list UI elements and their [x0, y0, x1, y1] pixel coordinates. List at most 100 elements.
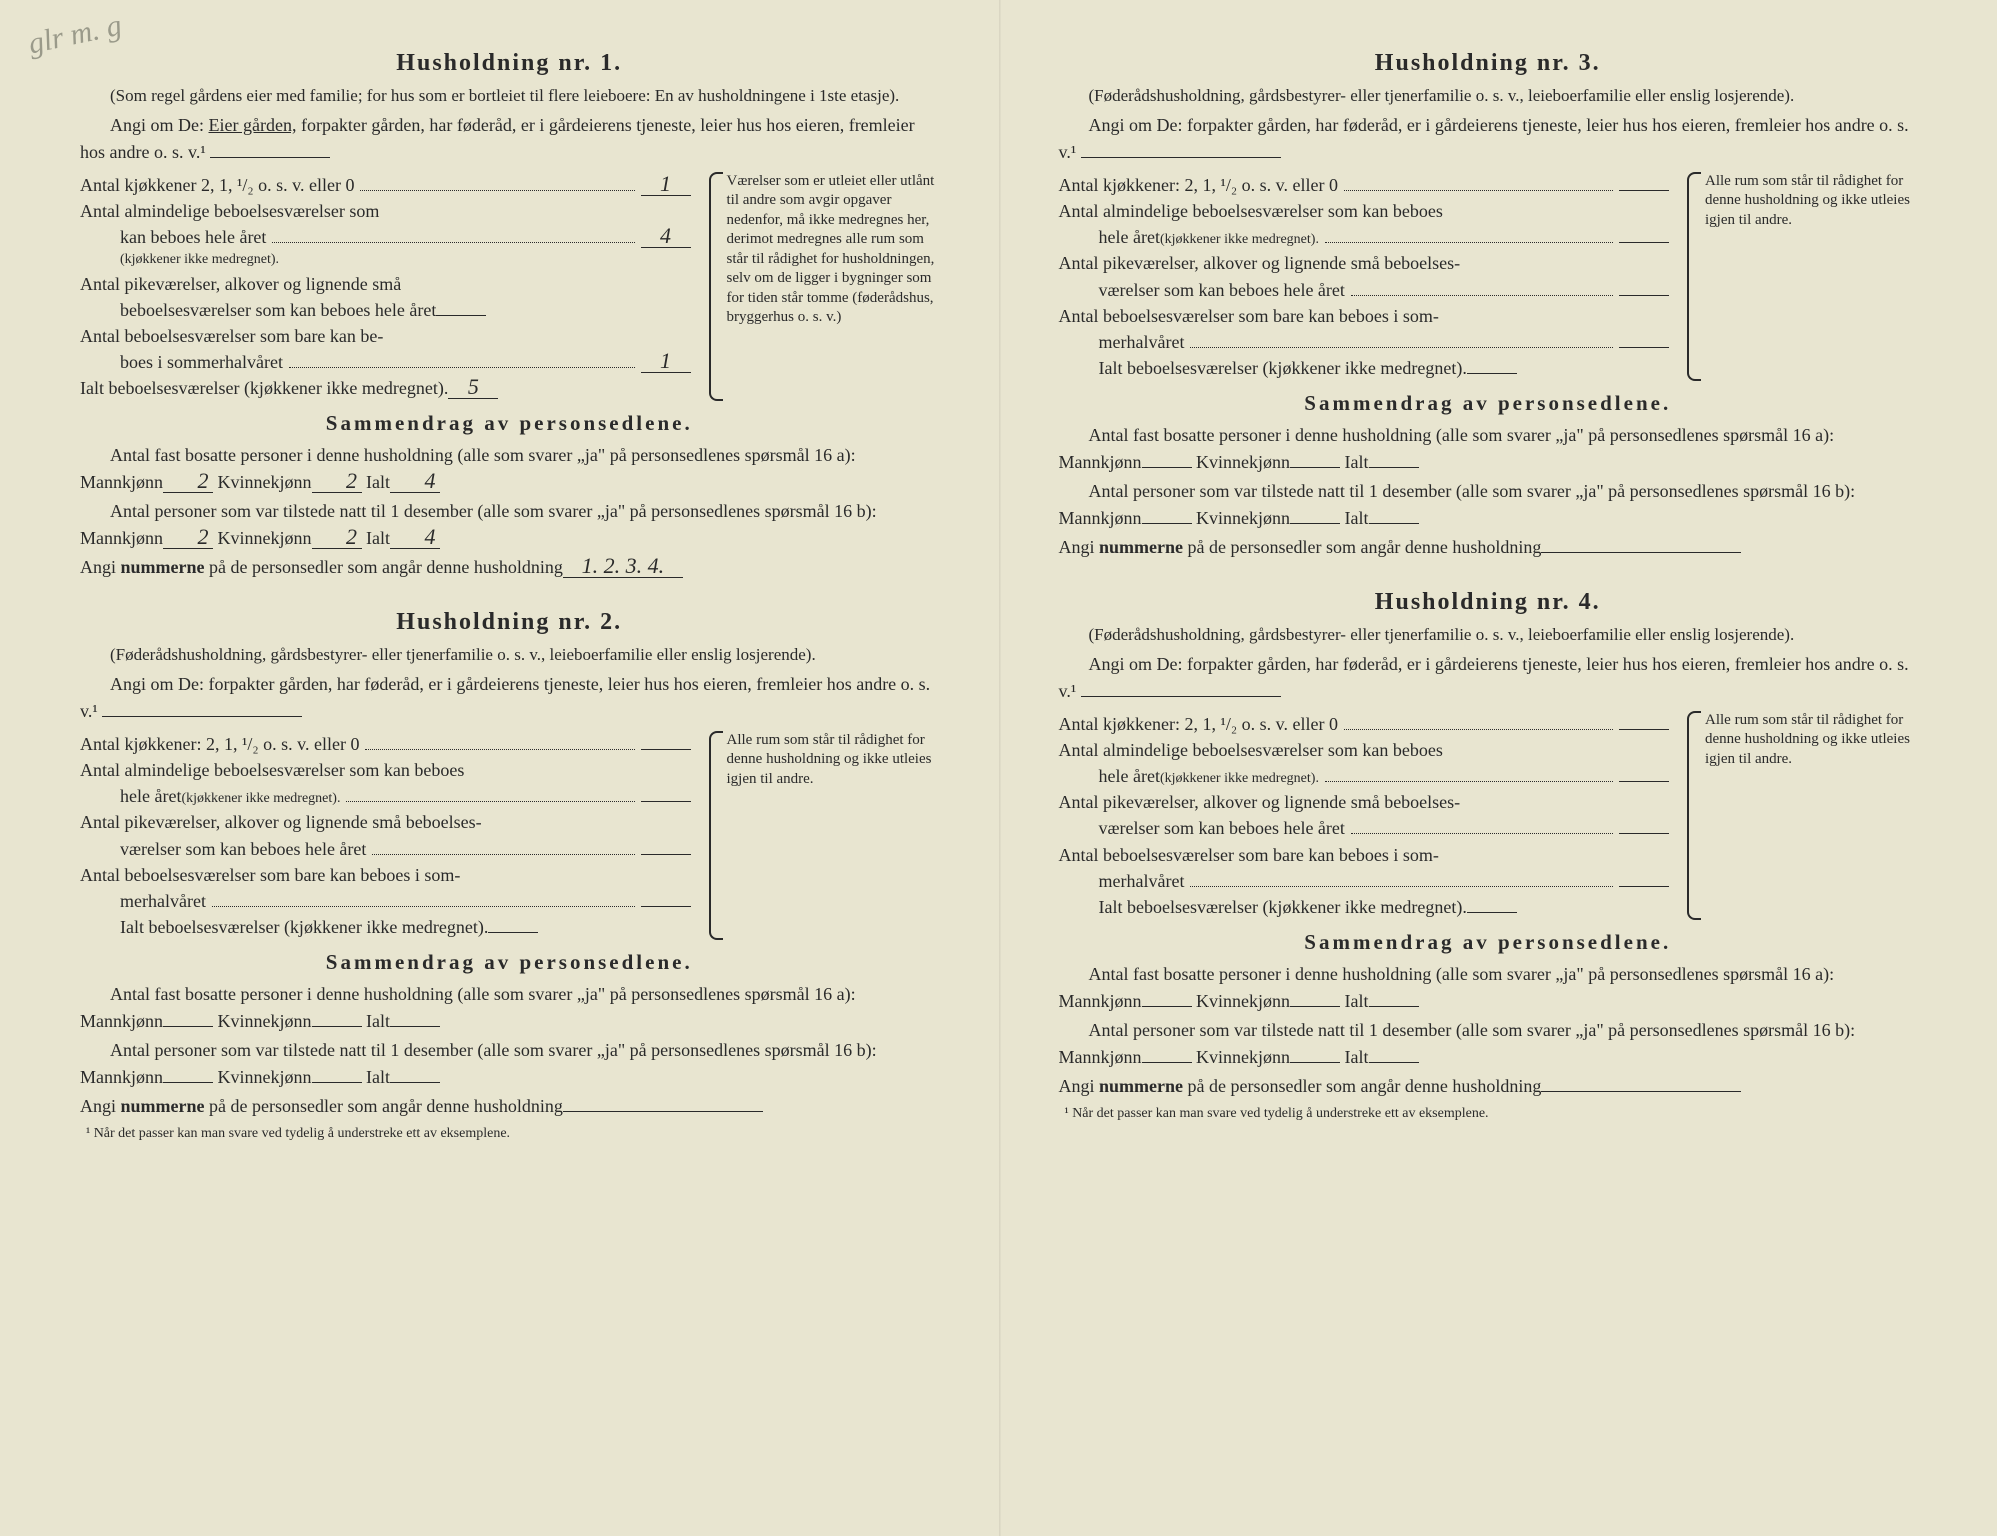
fast-line: Antal fast bosatte personer i denne hush…: [80, 981, 939, 1035]
kitchens-value[interactable]: [641, 749, 691, 750]
household-note: (Som regel gårdens eier med familie; for…: [80, 85, 939, 108]
angi-prefix: Angi om De:: [1089, 115, 1183, 135]
angi-line: Angi om De: forpakter gården, har føderå…: [80, 671, 939, 725]
fast-line: Antal fast bosatte personer i denne hush…: [1059, 422, 1918, 476]
household-title: Husholdning nr. 3.: [1059, 50, 1918, 77]
kitchens-label: Antal kjøkkener 2, 1, ¹/₂ o. s. v. eller…: [80, 172, 354, 198]
total-value[interactable]: 5: [448, 376, 498, 399]
rooms-block: Antal kjøkkener: 2, 1, ¹/₂ o. s. v. elle…: [80, 731, 939, 940]
ialt-value[interactable]: [1369, 1006, 1419, 1007]
brace-icon: [709, 731, 723, 940]
angi-line: Angi om De: Eier gården, forpakter gårde…: [80, 112, 939, 166]
brace-icon: [1687, 711, 1701, 920]
sidenote-text: Alle rum som står til rådighet for denne…: [1705, 173, 1910, 228]
angi-rest: forpakter gården, har føderåd, er i gård…: [1059, 115, 1909, 162]
rooms-year-label2: kan beboes hele året: [120, 224, 266, 250]
tilstede-label: Antal personer som var tilstede natt til…: [1089, 1020, 1856, 1040]
nummer-label: Angi nummerne på de personsedler som ang…: [80, 557, 563, 577]
total-value[interactable]: [1467, 373, 1517, 374]
household-note: (Føderådshusholdning, gårdsbestyrer- ell…: [80, 644, 939, 667]
total-label: Ialt beboelsesværelser (kjøkkener ikke m…: [80, 375, 448, 401]
ialt-label2: Ialt: [366, 1067, 390, 1087]
angi-prefix: Angi om De:: [110, 115, 204, 135]
ialt-label2: Ialt: [366, 528, 390, 548]
kitchens-value[interactable]: [1619, 729, 1669, 730]
rooms-year-sub: (kjøkkener ikke medregnet).: [1160, 230, 1319, 250]
fast-label: Antal fast bosatte personer i denne hush…: [1089, 964, 1835, 984]
kitchens-value[interactable]: 1: [641, 173, 691, 196]
ialt-value[interactable]: [390, 1026, 440, 1027]
mann-value2[interactable]: 2: [163, 526, 213, 549]
angi-blank[interactable]: [102, 716, 302, 717]
mann-value[interactable]: [1142, 467, 1192, 468]
tilstede-line: Antal personer som var tilstede natt til…: [80, 498, 939, 552]
kvinne-value2[interactable]: [312, 1082, 362, 1083]
angi-blank[interactable]: [210, 157, 330, 158]
kitchens-value[interactable]: [1619, 190, 1669, 191]
nummer-value[interactable]: [1541, 552, 1741, 553]
summer-label2: merhalvåret: [120, 888, 206, 914]
rooms-year-sub: (kjøkkener ikke medregnet).: [120, 250, 279, 270]
pike-value[interactable]: [1619, 295, 1669, 296]
summer-value[interactable]: [1619, 886, 1669, 887]
mann-value2[interactable]: [1142, 1062, 1192, 1063]
ialt-value[interactable]: [1369, 467, 1419, 468]
fast-line: Antal fast bosatte personer i denne hush…: [80, 442, 939, 496]
fast-label: Antal fast bosatte personer i denne hush…: [110, 984, 856, 1004]
pike-value[interactable]: [641, 854, 691, 855]
kvinne-value[interactable]: [312, 1026, 362, 1027]
sidenote-text: Værelser som er utleiet eller utlånt til…: [727, 173, 935, 326]
mann-label: Mannkjønn: [1059, 991, 1142, 1011]
ialt-value2[interactable]: 4: [390, 526, 440, 549]
nummer-value[interactable]: 1. 2. 3. 4.: [563, 555, 683, 578]
ialt-value2[interactable]: [390, 1082, 440, 1083]
angi-blank[interactable]: [1081, 157, 1281, 158]
mann-value2[interactable]: [1142, 523, 1192, 524]
ialt-value2[interactable]: [1369, 523, 1419, 524]
pike-value[interactable]: [436, 315, 486, 316]
summer-value[interactable]: [1619, 347, 1669, 348]
summer-value[interactable]: [641, 906, 691, 907]
ialt-value2[interactable]: [1369, 1062, 1419, 1063]
sidenote-text: Alle rum som står til rådighet for denne…: [727, 732, 932, 787]
mann-value[interactable]: [1142, 1006, 1192, 1007]
nummer-line: Angi nummerne på de personsedler som ang…: [1059, 1073, 1918, 1100]
summer-value[interactable]: 1: [641, 350, 691, 373]
angi-blank[interactable]: [1081, 696, 1281, 697]
pike-value[interactable]: [1619, 833, 1669, 834]
kitchens-label: Antal kjøkkener: 2, 1, ¹/₂ o. s. v. elle…: [80, 731, 359, 757]
kvinne-value2[interactable]: 2: [312, 526, 362, 549]
rooms-year-value[interactable]: [1619, 781, 1669, 782]
rooms-year-value[interactable]: [641, 801, 691, 802]
mann-value[interactable]: 2: [163, 470, 213, 493]
rooms-year-sub: (kjøkkener ikke medregnet).: [1160, 769, 1319, 789]
nummer-value[interactable]: [1541, 1091, 1741, 1092]
household-title: Husholdning nr. 2.: [80, 609, 939, 636]
summer-label1: Antal beboelsesværelser som bare kan beb…: [80, 862, 460, 888]
total-value[interactable]: [488, 932, 538, 933]
kvinne-value[interactable]: [1290, 1006, 1340, 1007]
rooms-year-value[interactable]: 4: [641, 225, 691, 248]
total-value[interactable]: [1467, 912, 1517, 913]
mann-value2[interactable]: [163, 1082, 213, 1083]
household-4: Husholdning nr. 4. (Føderådshusholdning,…: [1059, 589, 1918, 1122]
rooms-year-value[interactable]: [1619, 242, 1669, 243]
ialt-value[interactable]: 4: [390, 470, 440, 493]
kvinne-value2[interactable]: [1290, 1062, 1340, 1063]
rooms-year-label2: hele året: [120, 783, 181, 809]
ialt-label2: Ialt: [1345, 508, 1369, 528]
angi-line: Angi om De: forpakter gården, har føderå…: [1059, 112, 1918, 166]
angi-rest: forpakter gården, har føderåd, er i gård…: [1059, 654, 1909, 701]
kvinne-label2: Kvinnekjønn: [218, 1067, 312, 1087]
sidenote-text: Alle rum som står til rådighet for denne…: [1705, 712, 1910, 767]
brace-icon: [1687, 172, 1701, 381]
total-label: Ialt beboelsesværelser (kjøkkener ikke m…: [1099, 355, 1467, 381]
nummer-value[interactable]: [563, 1111, 763, 1112]
angi-prefix: Angi om De:: [1089, 654, 1183, 674]
rooms-block: Antal kjøkkener: 2, 1, ¹/₂ o. s. v. elle…: [1059, 711, 1918, 920]
mann-value[interactable]: [163, 1026, 213, 1027]
kvinne-value[interactable]: [1290, 467, 1340, 468]
kvinne-value[interactable]: 2: [312, 470, 362, 493]
ialt-label: Ialt: [366, 472, 390, 492]
kvinne-value2[interactable]: [1290, 523, 1340, 524]
